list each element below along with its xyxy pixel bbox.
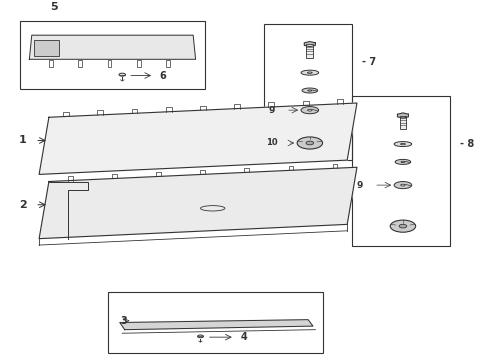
Ellipse shape bbox=[302, 88, 317, 93]
Bar bbox=[20, 21, 205, 89]
Polygon shape bbox=[39, 167, 356, 239]
Bar bbox=[107, 60, 111, 67]
Ellipse shape bbox=[301, 70, 318, 75]
Text: - 8: - 8 bbox=[459, 139, 473, 149]
Ellipse shape bbox=[389, 220, 415, 232]
Text: - 7: - 7 bbox=[361, 58, 375, 67]
Bar bbox=[34, 40, 59, 56]
Polygon shape bbox=[397, 113, 407, 118]
Bar bbox=[306, 44, 313, 58]
Bar bbox=[351, 96, 449, 246]
Ellipse shape bbox=[307, 72, 312, 73]
Text: 2: 2 bbox=[19, 200, 27, 210]
Text: 4: 4 bbox=[240, 332, 247, 342]
Text: 10: 10 bbox=[266, 139, 278, 148]
Bar bbox=[264, 24, 351, 160]
Ellipse shape bbox=[200, 206, 224, 211]
Text: 1: 1 bbox=[19, 135, 27, 145]
Text: 6: 6 bbox=[159, 71, 166, 81]
Ellipse shape bbox=[398, 224, 406, 228]
Ellipse shape bbox=[119, 73, 125, 76]
Text: 5: 5 bbox=[50, 2, 58, 12]
Text: 3: 3 bbox=[120, 316, 127, 326]
Ellipse shape bbox=[301, 107, 318, 114]
Bar bbox=[399, 116, 406, 129]
Ellipse shape bbox=[400, 143, 405, 145]
Ellipse shape bbox=[197, 335, 203, 338]
Polygon shape bbox=[39, 103, 356, 174]
Polygon shape bbox=[29, 35, 195, 59]
Text: 9: 9 bbox=[268, 105, 275, 114]
Ellipse shape bbox=[394, 159, 410, 165]
Ellipse shape bbox=[400, 184, 404, 186]
Text: 9: 9 bbox=[356, 181, 363, 190]
Bar bbox=[137, 60, 141, 67]
Bar bbox=[49, 60, 53, 67]
Ellipse shape bbox=[297, 137, 322, 149]
Ellipse shape bbox=[305, 141, 313, 145]
Bar bbox=[166, 60, 170, 67]
Bar bbox=[78, 60, 82, 67]
Ellipse shape bbox=[393, 181, 411, 189]
Polygon shape bbox=[304, 41, 315, 47]
Polygon shape bbox=[120, 320, 312, 330]
Bar bbox=[107, 292, 322, 353]
Ellipse shape bbox=[393, 141, 411, 147]
Ellipse shape bbox=[400, 161, 404, 162]
Ellipse shape bbox=[307, 90, 311, 91]
Ellipse shape bbox=[307, 109, 311, 111]
